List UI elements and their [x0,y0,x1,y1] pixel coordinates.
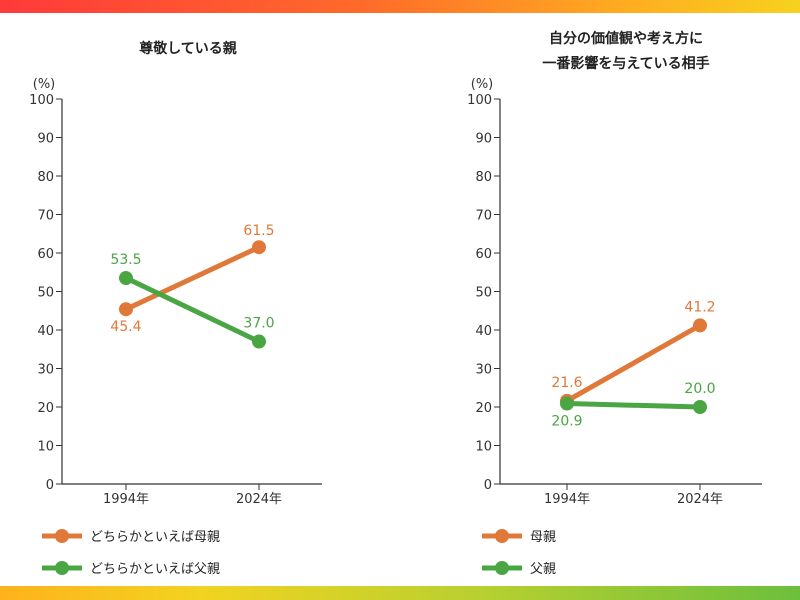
legend-label: どちらかといえば母親 [90,530,221,545]
father-data-label: 20.9 [551,414,582,430]
father-line [566,401,701,410]
y-tick-label: 20 [37,401,54,416]
mother-data-label: 61.5 [243,223,274,239]
father-data-label: 37.0 [243,316,274,332]
y-tick-label: 100 [467,93,492,108]
father-line [124,275,261,344]
y-tick-label: 90 [475,132,492,147]
y-tick-label: 40 [37,324,54,339]
mother-point [693,318,707,333]
y-tick-label: 0 [46,478,54,493]
legend-marker-icon [42,560,82,575]
legend-label: どちらかといえば父親 [90,562,221,577]
y-axis-unit: (%) [33,77,56,92]
mother-point [119,302,133,317]
x-tick-label: 1994年 [544,492,590,507]
y-tick-label: 30 [37,363,54,378]
father-point [119,271,133,286]
father-point [560,396,574,411]
legend-item-mother: 母親 [482,526,556,545]
legend-item-father: 父親 [482,558,556,577]
chart-title: 尊敬している親 [139,40,237,57]
y-tick-label: 0 [484,478,492,493]
y-tick-label: 60 [37,247,54,262]
mother-line [565,323,702,404]
legend-item-mother: どちらかといえば母親 [42,526,220,545]
father-point [252,334,266,349]
mother-line [124,244,261,312]
legend-marker-icon [482,560,522,575]
father-point [693,400,707,414]
x-tick-label: 1994年 [103,492,149,507]
x-tick-label: 2024年 [677,492,723,507]
y-tick-label: 20 [475,401,492,416]
legend-label: 父親 [530,562,557,577]
y-tick-label: 70 [37,209,54,224]
legend-label: 母親 [530,530,557,545]
y-tick-label: 50 [475,286,492,301]
y-tick-label: 10 [37,440,54,455]
bottom-gradient-bar [0,586,800,600]
father-data-label: 20.0 [684,381,715,397]
x-tick-label: 2024年 [236,492,282,507]
father-data-label: 53.5 [110,252,141,268]
y-tick-label: 100 [29,93,54,108]
y-tick-label: 30 [475,363,492,378]
y-tick-label: 60 [475,247,492,262]
y-tick-label: 70 [475,209,492,224]
chart-title: 一番影響を与えている相手 [542,55,709,72]
mother-data-label: 21.6 [551,375,582,391]
legend-marker-icon [42,528,82,543]
legend-item-father: どちらかといえば父親 [42,558,220,577]
y-tick-label: 50 [37,286,54,301]
y-tick-label: 80 [475,170,492,185]
chart-title: 自分の価値観や考え方に [549,30,703,47]
legend-marker-icon [482,528,522,543]
mother-data-label: 41.2 [684,299,715,315]
y-tick-label: 90 [37,132,54,147]
y-tick-label: 10 [475,440,492,455]
y-tick-label: 80 [37,170,54,185]
mother-data-label: 45.4 [110,319,141,335]
top-gradient-bar [0,0,800,13]
y-axis-unit: (%) [471,77,494,92]
mother-point [252,240,266,255]
y-tick-label: 40 [475,324,492,339]
